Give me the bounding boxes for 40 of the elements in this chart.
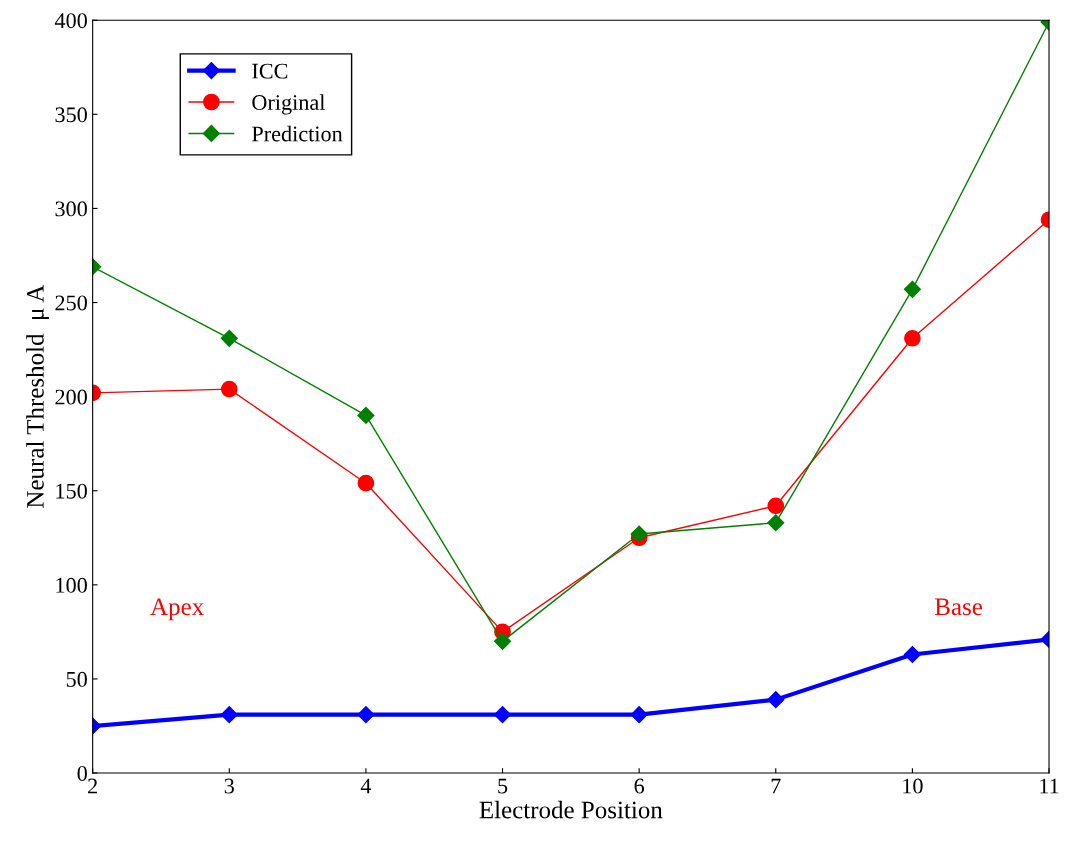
x-tick-label: 10 [903,778,923,794]
x-tick-label: 4 [360,778,372,794]
y-tick-label: 300 [55,201,87,217]
x-tick-label: 2 [88,778,97,794]
annotation: Apex [150,598,204,621]
point [220,380,238,398]
point [767,497,785,515]
x-tick-label: 7 [771,778,781,794]
y-tick-label: 200 [55,389,87,405]
point [630,706,648,724]
x-tick-label: 11 [1040,778,1059,794]
y-tick-label: 50 [66,671,87,687]
y-tick-label: 100 [56,577,87,593]
x-tick-label: 3 [224,778,234,794]
legend-label: Original [252,94,325,115]
x-tick-label: 5 [498,778,508,794]
point [630,525,648,543]
point [903,280,921,298]
annotation: Base [934,598,982,616]
point [493,632,512,650]
legend-label: ICC [252,63,288,79]
point [767,691,785,709]
legend-label: Prediction [252,125,343,142]
point [903,645,921,664]
x-axis-title: Electrode Position [479,800,663,819]
x-tick-label: 6 [634,778,645,794]
point [904,329,921,347]
point [220,706,238,724]
y-tick-label: 0 [77,765,87,781]
y-tick-label: 150 [56,483,87,499]
y-axis-title: Neural Threshold μ A [26,284,49,508]
point [357,406,375,425]
y-tick-label: 350 [55,107,87,123]
point [767,514,785,532]
point [357,706,375,724]
point [357,474,375,492]
point [220,329,238,347]
point [493,706,512,724]
y-tick-label: 400 [54,13,87,29]
y-tick-label: 250 [55,295,87,311]
